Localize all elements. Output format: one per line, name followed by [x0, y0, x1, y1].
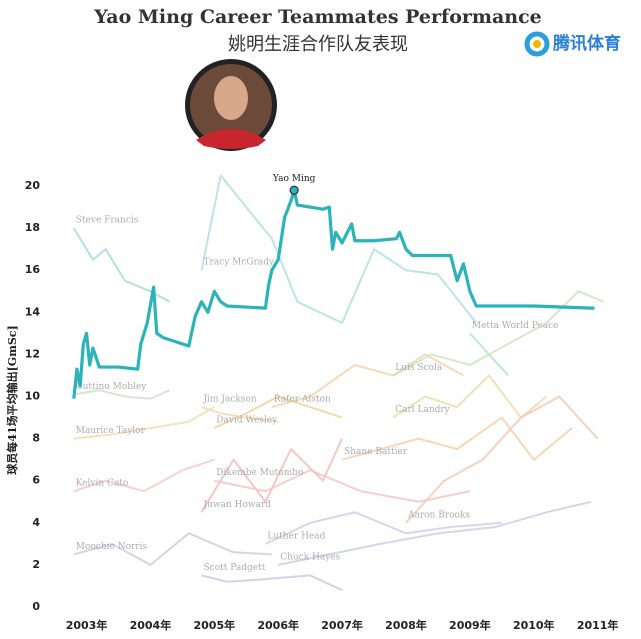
- x-tick-label: 2007年: [321, 618, 363, 632]
- teammate-line: [405, 395, 599, 524]
- teammate-line: [201, 574, 343, 592]
- series-label: Steve Francis: [76, 216, 139, 226]
- series-label: Aaron Brooks: [407, 510, 470, 520]
- teammate-line: [73, 458, 215, 493]
- y-tick-label: 2: [32, 558, 40, 571]
- series-label: Maurice Taylor: [76, 426, 146, 436]
- series-label: Kelvin Cato: [76, 479, 129, 489]
- series-label: Luis Scola: [395, 363, 443, 373]
- series-label: Yao Ming: [272, 174, 316, 184]
- y-tick-label: 0: [32, 600, 40, 613]
- x-tick-label: 2005年: [193, 618, 235, 632]
- y-tick-label: 20: [25, 179, 41, 192]
- series-label: Scott Padgett: [204, 563, 266, 573]
- teammate-line: [213, 395, 343, 430]
- portrait-face: [214, 76, 248, 120]
- teammate-line: [277, 500, 592, 566]
- series-label: Moochie Norris: [76, 542, 148, 552]
- teammate-line: [271, 353, 464, 409]
- series-label: Cuttino Mobley: [76, 382, 147, 392]
- series-label: David Wesley: [216, 416, 278, 426]
- series-label: Dikembe Mutombo: [216, 468, 303, 478]
- x-tick-label: 2010年: [513, 618, 555, 632]
- portrait-jersey: [196, 129, 266, 149]
- teammate-line: [264, 511, 502, 545]
- y-tick-label: 12: [25, 347, 40, 360]
- logo-dot: [533, 40, 541, 48]
- y-tick-label: 16: [25, 263, 41, 276]
- teammate-line: [200, 438, 343, 513]
- y-axis-label: 球员每41场平均输出[GmSc]: [5, 325, 19, 474]
- teammate-line: [73, 532, 272, 566]
- series-label: Luther Head: [267, 531, 325, 541]
- x-tick-label: 2004年: [130, 618, 172, 632]
- y-tick-label: 4: [32, 516, 40, 529]
- x-tick-label: 2003年: [66, 618, 108, 632]
- x-tick-label: 2009年: [449, 618, 491, 632]
- series-label: Tracy McGrady: [204, 258, 276, 268]
- logo: 腾讯体育: [524, 31, 621, 57]
- logo-icon: [524, 31, 550, 57]
- teammate-line: [201, 406, 279, 423]
- teammate-line: [392, 374, 548, 419]
- teammate-line: [341, 416, 573, 461]
- x-tick-label: 2008年: [385, 618, 427, 632]
- y-tick-label: 6: [32, 474, 40, 487]
- x-tick-label: 2011年: [577, 618, 619, 632]
- teammate-line: [200, 174, 478, 324]
- logo-text: 腾讯体育: [553, 33, 621, 54]
- main-line: [72, 188, 595, 399]
- series-label: Carl Landry: [395, 405, 450, 415]
- portrait: [185, 59, 277, 151]
- series-label: Shane Battier: [344, 447, 408, 457]
- y-tick-label: 10: [25, 390, 41, 403]
- series-label: Chuck Hayes: [280, 552, 340, 562]
- y-tick-label: 18: [25, 221, 40, 234]
- chart-subtitle: 姚明生涯合作队友表现: [228, 34, 408, 55]
- y-tick-label: 14: [25, 305, 41, 318]
- series-label: Jim Jackson: [203, 395, 257, 405]
- y-tick-label: 8: [32, 432, 40, 445]
- teammate-line: [392, 290, 605, 377]
- series-label: Metta World Peace: [472, 321, 559, 331]
- x-tick-label: 2006年: [257, 618, 299, 632]
- peak-marker: [289, 185, 299, 195]
- chart-title: Yao Ming Career Teammates Performance: [93, 6, 542, 28]
- series-label: Rafer Alston: [274, 395, 331, 405]
- teammate-line: [73, 406, 215, 440]
- series-label: Juwan Howard: [203, 500, 272, 510]
- teammate-line: [73, 389, 170, 400]
